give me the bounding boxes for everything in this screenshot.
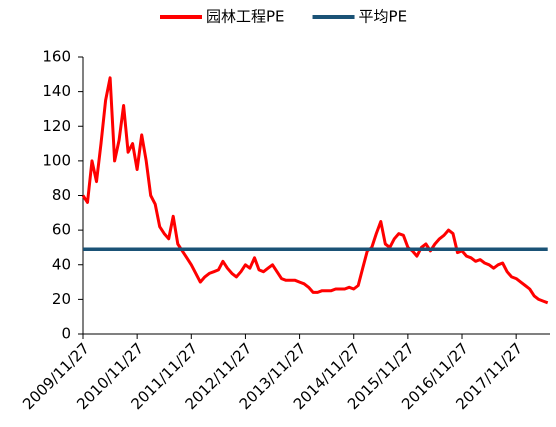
- y-tick-label: 80: [52, 186, 71, 204]
- y-tick-label: 160: [42, 48, 71, 66]
- y-tick-label: 100: [42, 151, 71, 169]
- y-tick-label: 120: [42, 117, 71, 135]
- y-tick-label: 140: [42, 82, 71, 100]
- y-tick-label: 60: [52, 221, 71, 239]
- y-tick-label: 0: [61, 325, 71, 343]
- legend-label: 平均PE: [359, 8, 408, 26]
- y-tick-label: 40: [52, 255, 71, 273]
- legend-label: 园林工程PE: [206, 8, 285, 26]
- series-line: [81, 76, 549, 305]
- y-tick-label: 20: [52, 290, 71, 308]
